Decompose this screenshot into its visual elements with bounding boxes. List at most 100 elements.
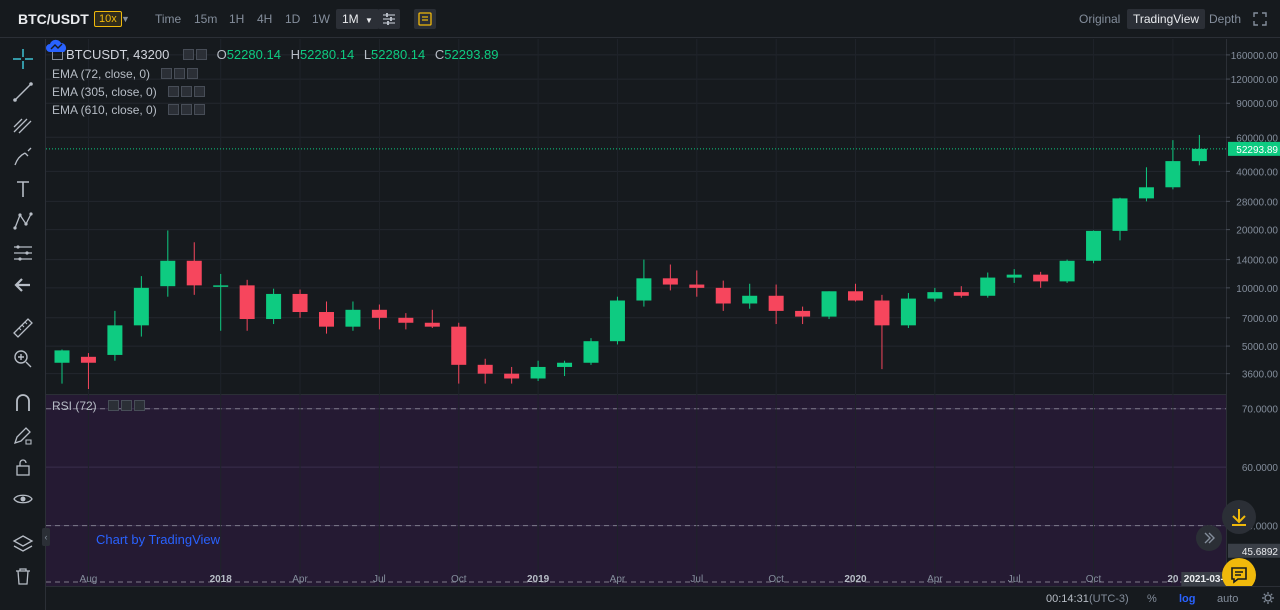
rsi-tick-label: 60.0000 (1242, 463, 1279, 474)
legend-main: BTCUSDT, 43200 O52280.14 H52280.14 L5228… (52, 47, 499, 63)
candle-body (54, 350, 70, 363)
eye-icon[interactable] (108, 400, 120, 411)
settings-gear-icon[interactable] (1262, 592, 1274, 604)
legend-ema-72[interactable]: EMA (72, close, 0) (52, 66, 199, 82)
candle-body (398, 317, 414, 323)
close-icon[interactable] (134, 400, 146, 411)
arrow-left-icon[interactable] (11, 273, 35, 297)
legend-ema-610[interactable]: EMA (610, close, 0) (52, 102, 206, 118)
legend-rsi[interactable]: RSI (72) (52, 398, 146, 414)
candle-body (451, 326, 467, 365)
indicators-settings-icon[interactable] (378, 9, 400, 29)
eye-icon[interactable] (168, 104, 180, 115)
interval-1m[interactable]: 1M ▼ (336, 9, 379, 29)
price-tick-label: 90000.00 (1236, 99, 1278, 110)
brush-icon[interactable] (11, 145, 35, 169)
chart-area[interactable]: 160000.00 120000.00 90000.00 60000.00 40000.… (42, 39, 1280, 610)
low-label: L (363, 47, 372, 62)
ruler-icon[interactable] (11, 316, 35, 340)
eye-icon[interactable] (161, 68, 173, 79)
time-tick-label: 2018 (210, 574, 233, 585)
rsi-axis[interactable]: 70.0000 60.0000 50.0000 45.6892 (1228, 405, 1280, 558)
eye-icon[interactable] (11, 487, 35, 511)
view-tradingview-tab[interactable]: TradingView (1127, 9, 1206, 29)
candle-body (1191, 148, 1207, 162)
candle-body (1138, 187, 1154, 199)
legend-ema-305[interactable]: EMA (305, close, 0) (52, 84, 206, 100)
chevron-down-icon[interactable]: ▼ (121, 14, 130, 24)
rsi-tick-label: 50.0000 (1242, 522, 1279, 533)
log-toggle[interactable]: log (1179, 593, 1196, 605)
candle-body (319, 312, 334, 327)
indicators-icon[interactable] (414, 9, 436, 29)
scroll-icon (418, 12, 432, 26)
gear-icon[interactable] (121, 400, 133, 411)
close-icon[interactable] (194, 104, 206, 115)
interval-4h[interactable]: 4H (257, 12, 273, 26)
time-tick-label: 20 (1167, 574, 1179, 585)
text-tool-icon[interactable] (11, 177, 35, 201)
candle-body (213, 285, 229, 287)
auto-toggle[interactable]: auto (1217, 593, 1239, 605)
percent-toggle[interactable]: % (1147, 593, 1157, 605)
sliders-icon (383, 13, 395, 25)
candle-body (768, 295, 784, 311)
price-axis[interactable]: 160000.00 120000.00 90000.00 60000.00 40000.… (1226, 51, 1280, 381)
view-original-tab[interactable]: Original (1079, 12, 1121, 26)
price-tick-label: 10000.00 (1236, 284, 1278, 295)
candlestick-chart[interactable]: 160000.00 120000.00 90000.00 60000.00 40000.… (46, 39, 1280, 586)
gear-icon[interactable] (174, 68, 186, 79)
eye-icon[interactable] (168, 86, 180, 97)
candle-body (795, 310, 811, 317)
close-value: 52293.89 (444, 47, 499, 62)
symbol-title[interactable]: BTC/USDT (18, 11, 89, 27)
scroll-to-latest-button[interactable] (1196, 525, 1222, 551)
fib-tool-icon[interactable] (11, 113, 35, 137)
close-icon[interactable] (187, 68, 199, 79)
legend-eye-icon[interactable] (182, 49, 194, 60)
candle-body (662, 278, 678, 285)
candle-body (636, 278, 652, 301)
time-cursor-label: 2021-03-28 (1184, 574, 1236, 585)
ema-305-label: EMA (305, close, 0) (52, 85, 157, 99)
interval-15m[interactable]: 15m (194, 12, 218, 26)
zoom-in-icon[interactable] (11, 347, 35, 371)
gear-icon[interactable] (181, 104, 193, 115)
interval-1w[interactable]: 1W (312, 12, 330, 26)
leverage-badge[interactable]: 10x (94, 11, 122, 27)
close-icon[interactable] (194, 86, 206, 97)
download-button[interactable] (1222, 500, 1256, 534)
low-value: 52280.14 (371, 47, 426, 62)
close-label: C (434, 47, 445, 62)
candle-body (927, 292, 943, 299)
candle-body (583, 341, 599, 363)
candle-body (609, 300, 625, 342)
candle-body (186, 260, 202, 286)
rsi-pane (46, 395, 1226, 586)
interval-1h[interactable]: 1H (229, 12, 245, 26)
pencil-lock-icon[interactable] (11, 423, 35, 447)
trash-icon[interactable] (11, 564, 35, 588)
chart-toolbar: BTC/USDT 10x ▼ Time 15m 1H 4H 1D 1W 1M ▼ (0, 0, 1280, 38)
gear-icon[interactable] (181, 86, 193, 97)
crosshair-icon[interactable] (11, 47, 35, 71)
trend-line-icon[interactable] (11, 80, 35, 104)
candle-body (1033, 274, 1049, 282)
collapse-sidebar-icon[interactable]: ‹ (42, 528, 50, 546)
fullscreen-icon[interactable] (1252, 11, 1268, 27)
interval-1d[interactable]: 1D (285, 12, 301, 26)
layers-icon[interactable] (11, 532, 35, 556)
price-tick-label: 7000.00 (1242, 314, 1279, 325)
prediction-icon[interactable] (11, 241, 35, 265)
magnet-icon[interactable] (11, 391, 35, 415)
tradingview-badge[interactable]: Chart by TradingView (96, 532, 221, 547)
open-value: 52280.14 (226, 47, 281, 62)
view-depth-tab[interactable]: Depth (1209, 12, 1242, 26)
interval-time[interactable]: Time (155, 12, 182, 26)
timezone-label[interactable]: (UTC-3) (1089, 593, 1129, 605)
pattern-icon[interactable] (11, 209, 35, 233)
time-tick-label: Jul (1008, 574, 1021, 585)
lock-icon[interactable] (11, 455, 35, 479)
candle-body (530, 366, 546, 379)
legend-settings-icon[interactable] (195, 49, 207, 60)
